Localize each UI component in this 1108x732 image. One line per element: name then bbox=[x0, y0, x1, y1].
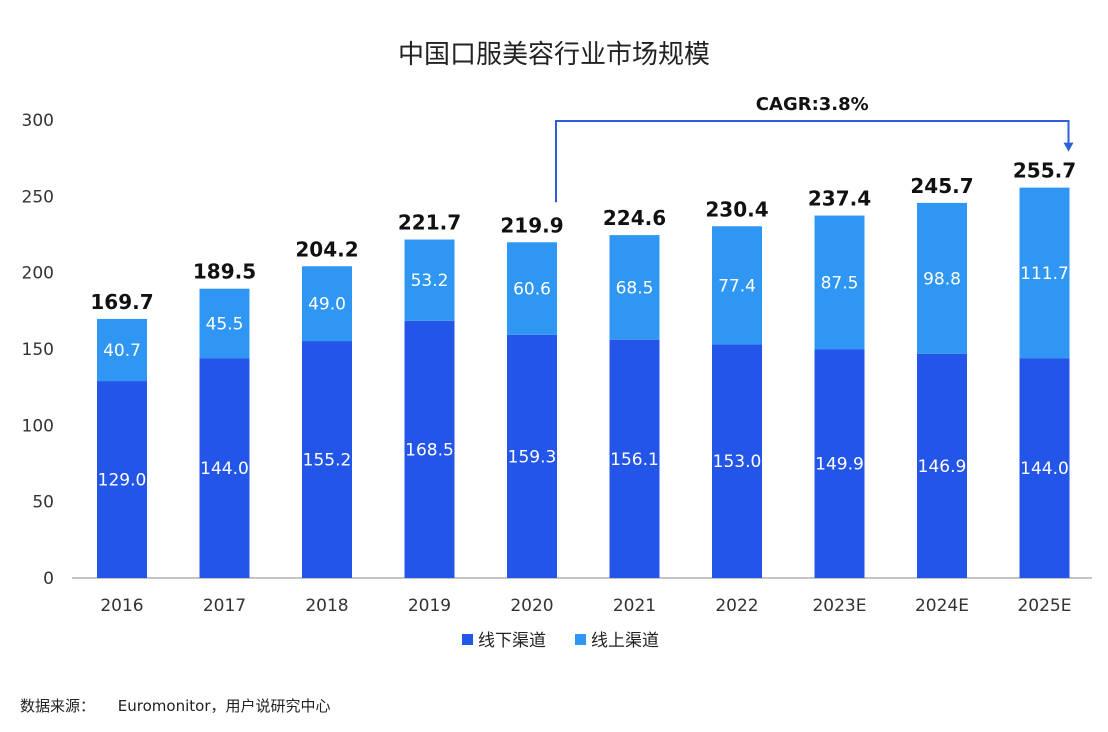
online-value-label: 87.5 bbox=[821, 273, 859, 293]
x-tick-label: 2016 bbox=[100, 596, 143, 616]
bar-offline bbox=[302, 341, 352, 578]
offline-value-label: 144.0 bbox=[1020, 459, 1069, 479]
offline-value-label: 149.9 bbox=[815, 455, 864, 475]
bar-group: 129.0 40.7 169.7 2016 144.0 45.5 189.5 2017 155.… bbox=[90, 159, 1076, 616]
offline-value-label: 168.5 bbox=[405, 440, 454, 460]
total-value-label: 219.9 bbox=[500, 213, 563, 237]
bar-online bbox=[814, 215, 865, 350]
total-value-label: 224.6 bbox=[603, 206, 666, 230]
bar-online bbox=[609, 235, 660, 340]
bar-online bbox=[404, 239, 455, 321]
bar-online bbox=[917, 202, 967, 354]
chart-title: 中国口服美容行业市场规模 bbox=[398, 40, 710, 70]
offline-value-label: 155.2 bbox=[303, 451, 352, 471]
offline-value-label: 153.0 bbox=[713, 452, 762, 472]
y-tick-label: 300 bbox=[22, 111, 54, 131]
source-note: 数据来源： Euromonitor，用户说研究中心 bbox=[20, 697, 331, 715]
bar-online bbox=[302, 266, 352, 342]
y-tick-label: 150 bbox=[22, 340, 54, 360]
online-value-label: 68.5 bbox=[616, 278, 654, 298]
legend-swatch bbox=[462, 634, 473, 645]
x-tick-label: 2022 bbox=[715, 596, 758, 616]
online-value-label: 53.2 bbox=[411, 271, 449, 291]
bar-offline bbox=[199, 358, 250, 578]
bar-offline bbox=[97, 381, 147, 578]
total-value-label: 204.2 bbox=[295, 237, 358, 261]
online-value-label: 77.4 bbox=[718, 276, 756, 296]
bar-online bbox=[97, 318, 147, 382]
online-value-label: 49.0 bbox=[308, 295, 346, 315]
source-label: 数据来源： bbox=[20, 697, 95, 715]
legend-label: 线上渠道 bbox=[591, 631, 659, 651]
x-tick-label: 2017 bbox=[203, 596, 246, 616]
bar-offline bbox=[814, 349, 865, 578]
bar-offline bbox=[712, 344, 762, 578]
bar-offline bbox=[507, 334, 557, 578]
total-value-label: 189.5 bbox=[193, 260, 256, 284]
y-tick-label: 100 bbox=[22, 416, 54, 436]
x-tick-label: 2025E bbox=[1017, 596, 1071, 616]
bar-online bbox=[1019, 187, 1070, 359]
online-value-label: 40.7 bbox=[103, 341, 141, 361]
legend-swatch bbox=[575, 634, 586, 645]
online-value-label: 111.7 bbox=[1020, 264, 1069, 284]
y-tick-label: 50 bbox=[32, 493, 54, 513]
bar-online bbox=[199, 288, 250, 359]
bar-offline bbox=[917, 353, 967, 578]
cagr-arrow-icon bbox=[1063, 142, 1074, 152]
total-value-label: 169.7 bbox=[90, 290, 153, 314]
x-tick-label: 2021 bbox=[613, 596, 656, 616]
online-value-label: 45.5 bbox=[206, 314, 244, 334]
cagr-bracket-line bbox=[555, 120, 1070, 203]
offline-value-label: 144.0 bbox=[200, 459, 249, 479]
x-tick-label: 2019 bbox=[408, 596, 451, 616]
bar-online bbox=[712, 226, 762, 345]
total-value-label: 221.7 bbox=[398, 211, 461, 235]
total-value-label: 255.7 bbox=[1013, 159, 1076, 183]
cagr-label: CAGR:3.8% bbox=[756, 94, 869, 115]
bar-offline bbox=[404, 320, 455, 578]
cagr-annotation: CAGR:3.8% bbox=[555, 94, 1074, 203]
y-tick-label: 0 bbox=[43, 569, 54, 589]
x-tick-label: 2018 bbox=[305, 596, 348, 616]
legend-label: 线下渠道 bbox=[478, 631, 546, 651]
bar-offline bbox=[1019, 358, 1070, 578]
y-tick-label: 250 bbox=[22, 187, 54, 207]
y-tick-label: 200 bbox=[22, 264, 54, 284]
offline-value-label: 156.1 bbox=[610, 450, 659, 470]
online-value-label: 98.8 bbox=[923, 269, 961, 289]
legend: 线下渠道 线上渠道 bbox=[462, 631, 659, 651]
bar-offline bbox=[609, 339, 660, 578]
total-value-label: 245.7 bbox=[910, 174, 973, 198]
source-value: Euromonitor，用户说研究中心 bbox=[118, 697, 331, 715]
x-tick-label: 2020 bbox=[510, 596, 553, 616]
total-value-label: 237.4 bbox=[808, 187, 871, 211]
x-tick-label: 2023E bbox=[812, 596, 866, 616]
online-value-label: 60.6 bbox=[513, 280, 551, 300]
offline-value-label: 129.0 bbox=[98, 471, 147, 491]
offline-value-label: 159.3 bbox=[508, 447, 557, 467]
bar-online bbox=[507, 242, 557, 335]
total-value-label: 230.4 bbox=[705, 197, 768, 221]
y-axis: 0 50 100 150 200 250 300 bbox=[22, 111, 54, 589]
x-tick-label: 2024E bbox=[915, 596, 969, 616]
offline-value-label: 146.9 bbox=[918, 457, 967, 477]
